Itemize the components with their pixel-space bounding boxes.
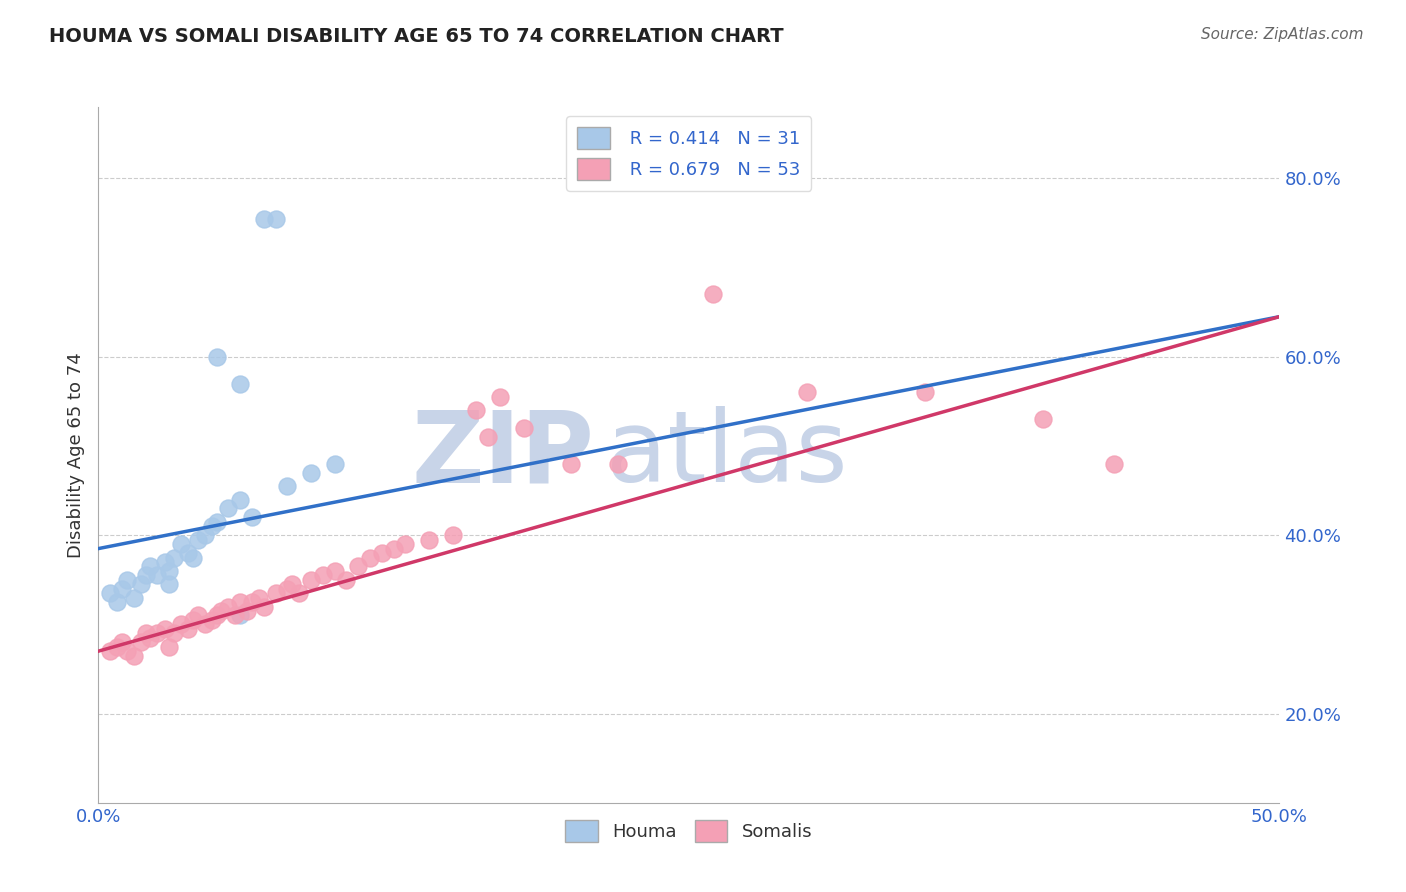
Point — [205, 350, 228, 364]
Point — [335, 573, 357, 587]
Point — [135, 568, 157, 582]
Point — [253, 211, 276, 226]
Point — [229, 608, 252, 623]
Text: ZIP: ZIP — [412, 407, 595, 503]
Point — [194, 528, 217, 542]
Point — [139, 631, 162, 645]
Point — [560, 457, 582, 471]
Point — [153, 555, 176, 569]
Point — [312, 568, 335, 582]
Point — [394, 537, 416, 551]
Point — [146, 568, 169, 582]
Legend: Houma, Somalis: Houma, Somalis — [558, 813, 820, 849]
Point — [115, 573, 138, 587]
Point — [607, 457, 630, 471]
Point — [146, 626, 169, 640]
Point — [512, 421, 534, 435]
Text: HOUMA VS SOMALI DISABILITY AGE 65 TO 74 CORRELATION CHART: HOUMA VS SOMALI DISABILITY AGE 65 TO 74 … — [49, 27, 783, 45]
Point — [240, 510, 263, 524]
Point — [177, 546, 200, 560]
Point — [247, 591, 270, 605]
Point — [224, 608, 246, 623]
Point — [217, 599, 239, 614]
Point — [205, 608, 228, 623]
Point — [914, 385, 936, 400]
Point — [299, 466, 322, 480]
Text: atlas: atlas — [606, 407, 848, 503]
Point — [323, 564, 346, 578]
Point — [796, 385, 818, 400]
Point — [105, 640, 128, 654]
Point — [163, 550, 186, 565]
Point — [1032, 412, 1054, 426]
Point — [371, 546, 394, 560]
Point — [157, 564, 180, 578]
Point — [98, 586, 121, 600]
Point — [129, 577, 152, 591]
Point — [489, 390, 512, 404]
Point — [418, 533, 440, 547]
Point — [323, 457, 346, 471]
Point — [253, 599, 276, 614]
Point — [288, 586, 311, 600]
Point — [98, 644, 121, 658]
Point — [205, 515, 228, 529]
Point — [181, 550, 204, 565]
Point — [111, 582, 134, 596]
Point — [281, 577, 304, 591]
Point — [229, 492, 252, 507]
Point — [276, 479, 298, 493]
Point — [229, 376, 252, 391]
Point — [264, 211, 287, 226]
Point — [139, 559, 162, 574]
Point — [201, 519, 224, 533]
Point — [194, 617, 217, 632]
Point — [181, 613, 204, 627]
Y-axis label: Disability Age 65 to 74: Disability Age 65 to 74 — [66, 352, 84, 558]
Point — [170, 617, 193, 632]
Point — [153, 622, 176, 636]
Point — [229, 595, 252, 609]
Point — [236, 604, 259, 618]
Point — [157, 640, 180, 654]
Point — [264, 586, 287, 600]
Point — [170, 537, 193, 551]
Point — [157, 577, 180, 591]
Point — [276, 582, 298, 596]
Point — [122, 648, 145, 663]
Point — [209, 604, 232, 618]
Point — [359, 550, 381, 565]
Point — [105, 595, 128, 609]
Point — [217, 501, 239, 516]
Point — [187, 608, 209, 623]
Point — [201, 613, 224, 627]
Point — [111, 635, 134, 649]
Point — [441, 528, 464, 542]
Point — [477, 430, 499, 444]
Point — [187, 533, 209, 547]
Point — [177, 622, 200, 636]
Point — [299, 573, 322, 587]
Point — [163, 626, 186, 640]
Point — [347, 559, 370, 574]
Point — [122, 591, 145, 605]
Point — [115, 644, 138, 658]
Point — [382, 541, 405, 556]
Point — [1102, 457, 1125, 471]
Point — [702, 287, 724, 301]
Point — [240, 595, 263, 609]
Point — [135, 626, 157, 640]
Text: Source: ZipAtlas.com: Source: ZipAtlas.com — [1201, 27, 1364, 42]
Point — [129, 635, 152, 649]
Point — [465, 403, 488, 417]
